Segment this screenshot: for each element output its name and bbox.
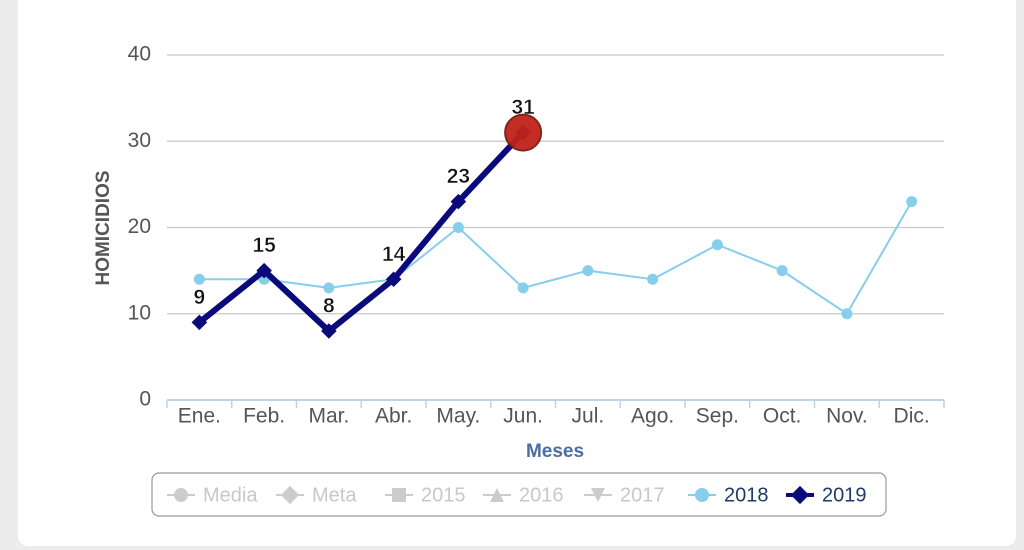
- x-tick-label: Abr.: [375, 405, 412, 428]
- y-tick-label: 10: [128, 301, 151, 324]
- legend-marker: [280, 485, 300, 505]
- legend-label[interactable]: 2016: [519, 484, 564, 506]
- series-line: [199, 201, 913, 315]
- legend-marker: [174, 488, 188, 502]
- point: [450, 193, 467, 210]
- x-tick-label: Nov.: [826, 405, 868, 428]
- data-label: 23: [447, 165, 470, 188]
- y-tick-label: 0: [139, 388, 151, 411]
- x-tick-label: Feb.: [243, 405, 285, 428]
- legend-marker: [490, 488, 504, 502]
- x-tick-label: Jul.: [572, 405, 605, 428]
- x-axis-title: Meses: [526, 441, 584, 462]
- legend-marker: [591, 488, 605, 502]
- point: [193, 273, 205, 285]
- data-label: 8: [323, 295, 335, 318]
- point: [385, 271, 402, 288]
- legend-label[interactable]: Media: [203, 484, 258, 506]
- point: [191, 314, 208, 331]
- x-tick-label: Ene.: [178, 405, 221, 428]
- legend-label[interactable]: 2017: [620, 484, 665, 506]
- data-label: 14: [382, 243, 406, 266]
- legend-marker: [790, 485, 810, 505]
- point: [906, 196, 918, 208]
- hover-point: [504, 113, 543, 152]
- x-tick-label: Sep.: [696, 405, 739, 428]
- x-tick-label: Mar.: [308, 405, 349, 428]
- legend-label[interactable]: 2015: [421, 484, 466, 506]
- x-tick-label: Ago.: [631, 405, 674, 428]
- y-tick-label: 30: [128, 129, 151, 152]
- point: [256, 262, 272, 279]
- point: [841, 308, 853, 320]
- series-line: [197, 130, 526, 334]
- data-label: 9: [194, 286, 206, 309]
- legend-label[interactable]: Meta: [312, 484, 357, 506]
- point: [711, 239, 723, 251]
- legend-label[interactable]: 2019: [822, 484, 867, 506]
- legend-marker: [392, 488, 406, 502]
- point: [321, 323, 337, 339]
- data-label: 15: [252, 234, 276, 257]
- data-label: 31: [511, 96, 535, 119]
- point: [647, 273, 659, 285]
- y-tick-label: 20: [128, 215, 151, 238]
- legend-box: [151, 472, 887, 517]
- card: [18, 0, 1016, 546]
- point: [452, 222, 464, 233]
- point: [323, 282, 335, 294]
- x-tick-label: Oct.: [763, 405, 802, 428]
- point: [776, 265, 788, 277]
- point: [517, 282, 529, 294]
- y-tick-label: 40: [128, 43, 151, 66]
- x-tick-label: May.: [436, 405, 480, 428]
- x-tick-label: Dic.: [894, 405, 930, 428]
- legend-label[interactable]: 2018: [724, 484, 769, 506]
- y-axis-title: HOMICIDIOS: [93, 170, 114, 285]
- legend-marker: [695, 488, 709, 502]
- x-tick-label: Jun.: [503, 405, 543, 428]
- point: [582, 265, 594, 277]
